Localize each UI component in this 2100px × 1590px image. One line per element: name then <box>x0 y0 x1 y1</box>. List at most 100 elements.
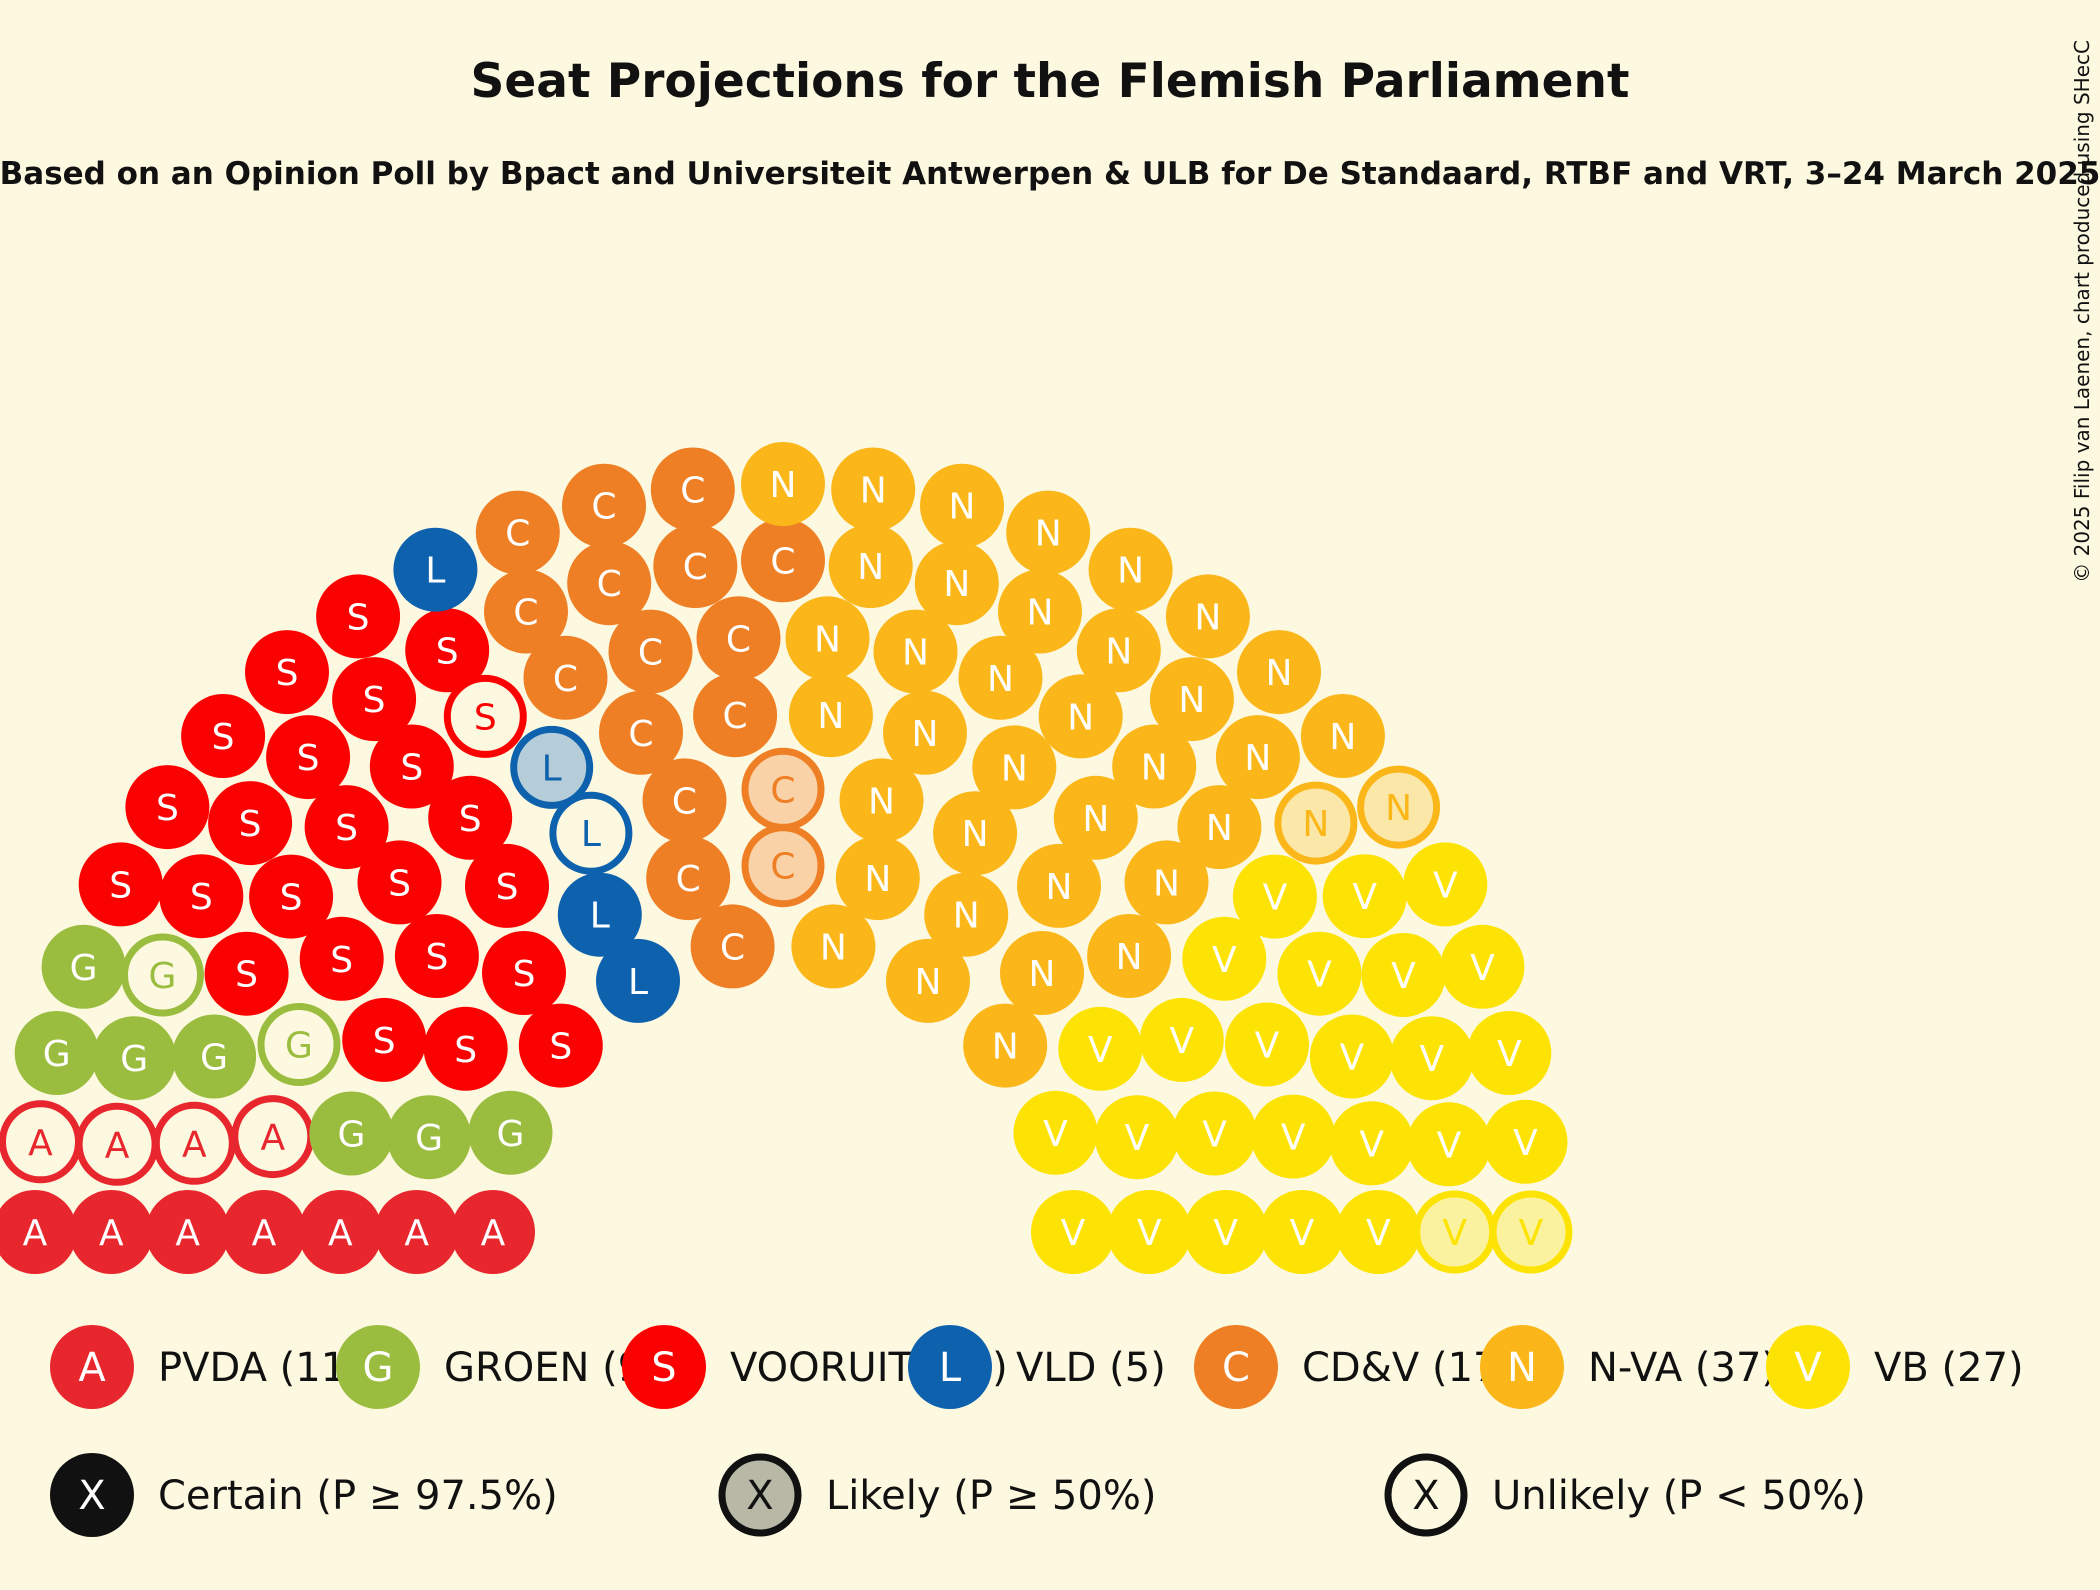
seat-letter: V <box>1433 865 1458 906</box>
seat-dot <box>204 931 289 1016</box>
seat-letter: A <box>23 1213 48 1254</box>
seat-v: V <box>1107 1190 1192 1274</box>
seat-c: C <box>608 609 693 694</box>
seat-s: S <box>299 916 384 1001</box>
seat-l: L <box>393 527 478 612</box>
seat-letter: N <box>1194 597 1221 638</box>
seat-dot <box>245 630 329 715</box>
seat-dot <box>1357 765 1441 849</box>
seat-n: N <box>1177 785 1262 870</box>
seat-dot <box>933 791 1018 876</box>
seat-dot <box>1165 574 1250 659</box>
legend-item-l: VLD (5) L <box>908 1325 1166 1409</box>
seat-letter: C <box>683 547 708 588</box>
seat-v: V <box>1406 1102 1491 1187</box>
seat-dot <box>1006 490 1091 575</box>
seat-dot <box>883 690 967 775</box>
seat-letter: C <box>505 514 530 555</box>
seat-c: C <box>475 490 560 575</box>
seat-letter: S <box>335 808 358 849</box>
seat-n: N <box>1300 694 1385 778</box>
status-letter: X <box>1412 1473 1439 1519</box>
status-item-1: X Likely (P ≥ 50%) <box>718 1453 1156 1537</box>
seat-letter: N <box>1035 514 1062 555</box>
seat-dot <box>125 765 210 850</box>
seat-n: N <box>886 938 970 1023</box>
seat-dot <box>1183 1190 1268 1274</box>
seat-dot <box>1215 715 1300 800</box>
seat-dot <box>393 527 478 612</box>
seat-letter: S <box>496 867 519 908</box>
seat-v: V <box>1172 1091 1257 1176</box>
seat-n: N <box>791 904 876 989</box>
seat-a: A <box>222 1190 306 1274</box>
seat-letter: S <box>454 1030 477 1071</box>
seat-c: C <box>642 758 727 843</box>
legend-item-g: GROEN (9)G <box>336 1325 659 1409</box>
seat-g: G <box>309 1091 394 1176</box>
seat-letter: N <box>1067 697 1094 738</box>
seat-letter: C <box>672 781 697 822</box>
seat-letter: G <box>70 948 98 989</box>
seat-n: N <box>1087 914 1172 998</box>
seat-dot <box>567 541 652 626</box>
seat-letter: N <box>943 564 970 605</box>
seat-dot <box>1225 1002 1309 1087</box>
seat-letter: S <box>212 717 235 758</box>
seat-letter: C <box>770 770 795 811</box>
seat-letter: A <box>105 1125 130 1166</box>
seat-c: C <box>693 673 778 758</box>
seat-dot <box>557 872 642 957</box>
seat-dot <box>14 1011 99 1095</box>
seat-s: S <box>204 931 289 1016</box>
seat-n: N <box>972 725 1057 810</box>
seat-dot <box>1489 1190 1573 1274</box>
seat-s: S <box>482 931 566 1015</box>
seat-dot <box>972 725 1057 810</box>
seat-s: S <box>369 724 454 809</box>
seat-dot <box>1361 933 1446 1017</box>
seat-letter: G <box>285 1026 313 1067</box>
seat-s: S <box>423 1006 508 1091</box>
seat-letter: N <box>864 859 891 900</box>
seat-l: L <box>557 872 642 957</box>
seat-letter: N <box>1329 717 1356 758</box>
seat-letter: L <box>542 748 562 789</box>
seat-letter: C <box>770 847 795 888</box>
seat-n: N <box>963 1003 1048 1088</box>
legend-dot <box>336 1325 420 1409</box>
seat-a: A <box>0 1190 77 1274</box>
seat-n: N <box>924 872 1009 957</box>
seat-dot <box>1172 1091 1257 1176</box>
seat-dot <box>451 1190 535 1274</box>
seat-n: N <box>998 569 1082 654</box>
seat-s: S <box>332 657 417 742</box>
seat-s: S <box>245 630 329 715</box>
seat-c: C <box>690 904 775 989</box>
seat-dot <box>693 673 778 758</box>
seat-letter: V <box>1255 1026 1280 1067</box>
seat-s: S <box>208 781 293 866</box>
seat-dot <box>1112 724 1197 809</box>
seat-dot <box>145 1190 230 1274</box>
seat-n: N <box>828 524 913 609</box>
seat-letter: V <box>1307 955 1332 996</box>
seat-v: V <box>1094 1095 1179 1180</box>
seat-dot <box>159 854 244 939</box>
seat-dot <box>596 938 680 1023</box>
seat-v: V <box>1489 1190 1573 1274</box>
seat-n: N <box>1038 674 1123 759</box>
seat-a: A <box>0 1100 82 1184</box>
seat-letter: G <box>200 1038 228 1079</box>
seat-s: S <box>428 775 513 860</box>
status-dot <box>50 1453 134 1537</box>
seat-dot <box>1088 527 1173 612</box>
seat-dot <box>299 916 384 1001</box>
seat-letter: C <box>513 593 538 634</box>
status-label: Certain (P ≥ 97.5%) <box>158 1473 558 1519</box>
seat-c: C <box>696 596 781 681</box>
seat-a: A <box>75 1102 159 1186</box>
seat-dot <box>181 694 266 778</box>
seat-dot <box>1017 843 1101 928</box>
seat-dot <box>741 824 825 908</box>
